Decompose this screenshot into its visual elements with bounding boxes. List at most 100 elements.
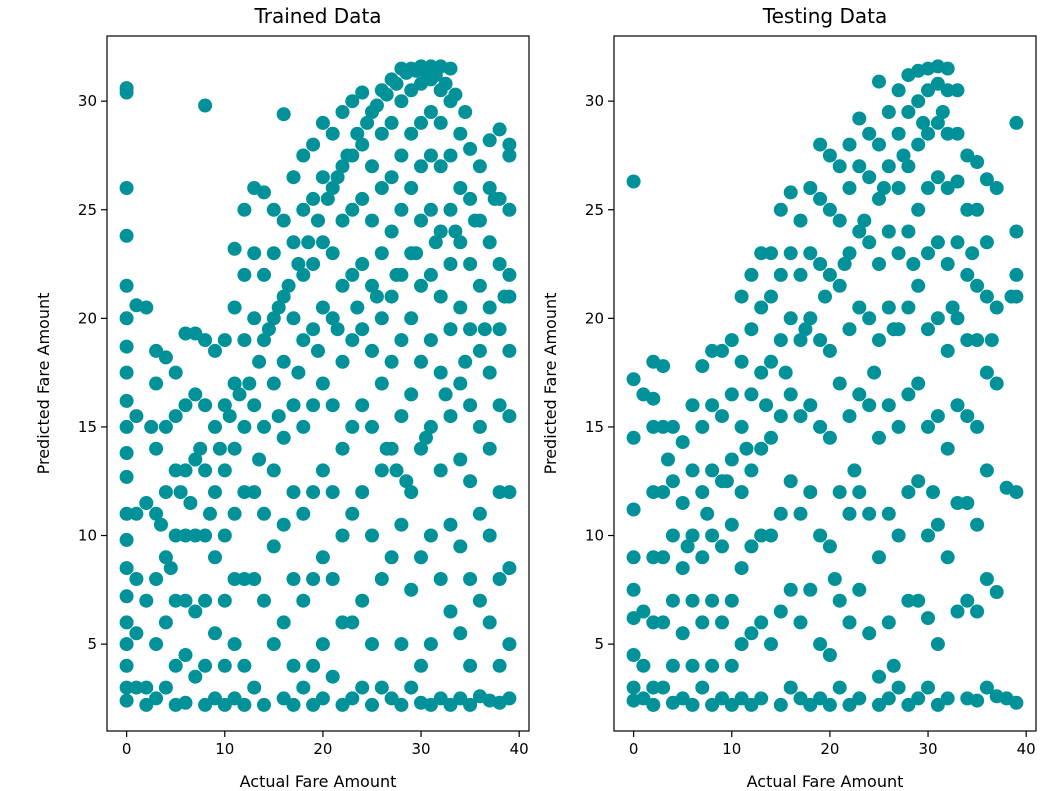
data-point [453,235,468,250]
data-point [852,111,867,126]
data-point [989,585,1004,599]
data-point [345,267,360,282]
data-point [832,159,847,174]
data-point [685,593,700,608]
data-point [296,202,311,217]
data-point [492,398,507,413]
data-point [433,159,448,174]
data-point [626,550,641,565]
data-point [685,658,700,673]
data-point [389,76,404,91]
data-point [911,691,926,706]
data-point [773,202,788,217]
data-point [862,398,877,413]
data-point [320,191,335,206]
data-point [872,430,886,445]
data-point [227,241,242,256]
data-point [724,658,739,673]
data-point [773,697,788,712]
data-point [286,235,301,250]
data-point [306,485,321,500]
data-point [950,235,965,250]
subplot-1: 0 10 20 30 40 5 10 15 20 25 30 Trained Data Actual F… [34,4,530,791]
data-point [188,387,203,402]
data-point [626,648,641,662]
data-point [345,333,360,348]
data-point [119,278,134,293]
data-point [384,354,399,369]
data-point [675,561,690,576]
data-point [940,691,955,706]
data-point [374,572,389,586]
data-point [369,289,384,304]
data-point [970,278,985,293]
data-point [813,257,828,271]
data-point [188,528,203,543]
data-point [502,267,517,282]
data-point [818,289,832,304]
data-point [813,528,828,543]
data-point [744,267,759,282]
data-point [970,693,985,708]
data-point [813,191,828,206]
data-point [227,506,242,521]
data-point [896,148,911,163]
data-point [286,170,301,185]
data-point [492,572,507,586]
data-point [502,561,517,576]
data-point [438,76,453,91]
data-point [700,506,715,521]
data-point [325,126,340,141]
data-point [266,463,281,478]
data-point [237,333,252,348]
data-point [979,172,994,187]
data-point [414,278,428,293]
data-point [119,658,134,673]
data-point [119,637,134,652]
data-point [921,611,935,626]
data-point [695,615,710,630]
data-point [813,419,828,434]
data-point [404,387,419,402]
data-point [960,593,975,608]
data-point [852,387,867,402]
data-point [705,593,720,608]
data-point [842,137,857,152]
data-point [247,246,262,261]
x-tick-label: 20 [313,740,332,758]
data-point [423,528,438,543]
data-point [419,430,433,445]
data-point [315,550,330,565]
data-point [453,539,468,554]
data-point [472,593,487,608]
data-point [463,572,478,586]
data-point [921,83,935,98]
data-point [502,137,517,152]
data-point [916,115,931,130]
data-point [389,463,404,478]
data-point [227,637,242,652]
data-point [901,485,916,500]
data-point [764,354,778,369]
data-point [482,300,497,315]
data-point [921,528,935,543]
data-point [463,141,478,156]
x-tick-label: 0 [122,740,132,758]
data-point [291,365,306,380]
data-point [306,658,321,673]
data-point [803,311,818,326]
data-point [822,539,837,554]
data-point [744,539,759,554]
data-point [886,322,901,337]
data-point [705,398,720,413]
data-point [754,615,769,630]
data-point [482,528,497,543]
data-point [237,697,252,712]
data-point [237,572,252,586]
data-point [374,246,389,261]
data-point [119,365,134,380]
data-point [149,506,164,521]
data-point [119,693,134,708]
data-point [404,126,419,141]
data-point [188,604,203,619]
